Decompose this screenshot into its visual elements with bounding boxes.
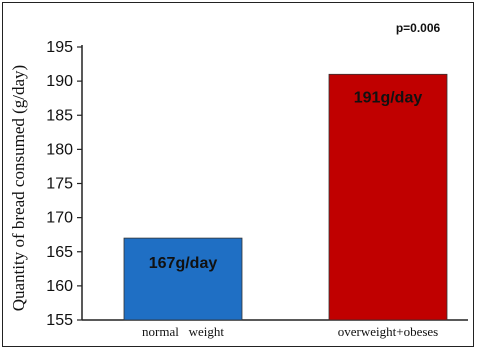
y-tick-label: 180 xyxy=(46,141,73,158)
bar-overweight-obeses xyxy=(328,73,448,321)
y-tick-label: 170 xyxy=(46,210,73,227)
y-axis-label: Quantity of bread consumed (g/day) xyxy=(9,65,28,311)
bar-normal-weight xyxy=(123,237,243,321)
category-label: overweight+obeses xyxy=(338,324,438,339)
y-tick-label: 165 xyxy=(46,244,73,261)
y-tick-label: 195 xyxy=(46,39,73,56)
category-labels: normal weight overweight+obeses xyxy=(142,324,438,339)
y-tick-label: 160 xyxy=(46,278,73,295)
p-value-annotation: p=0.006 xyxy=(396,21,441,35)
y-tick-label: 185 xyxy=(46,107,73,124)
y-tick-label: 190 xyxy=(46,73,73,90)
bars xyxy=(123,73,448,321)
data-label: 191g/day xyxy=(354,89,423,106)
data-labels: 167g/day 191g/day xyxy=(149,89,423,272)
y-tick-label: 175 xyxy=(46,176,73,193)
y-tick-label: 155 xyxy=(46,312,73,329)
category-label: normal weight xyxy=(142,324,224,339)
data-label: 167g/day xyxy=(149,255,218,272)
